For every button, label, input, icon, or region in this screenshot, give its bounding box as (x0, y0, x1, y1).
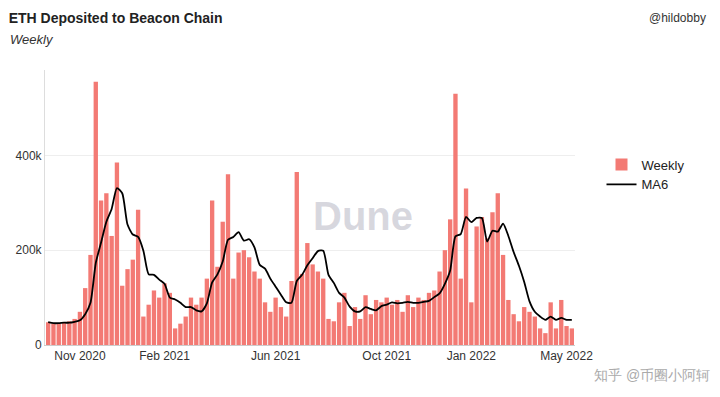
svg-text:Weekly: Weekly (642, 158, 685, 173)
svg-text:知乎 @币圈小阿轲: 知乎 @币圈小阿轲 (594, 367, 710, 383)
svg-text:ETH Deposited to Beacon Chain: ETH Deposited to Beacon Chain (9, 10, 223, 26)
svg-text:400k: 400k (16, 149, 43, 163)
svg-text:Oct 2021: Oct 2021 (362, 349, 411, 363)
svg-text:MA6: MA6 (642, 177, 669, 192)
svg-text:May 2022: May 2022 (540, 349, 593, 363)
svg-text:Jan 2022: Jan 2022 (447, 349, 497, 363)
svg-text:0: 0 (35, 338, 42, 352)
svg-text:Nov 2020: Nov 2020 (54, 349, 106, 363)
svg-text:Feb 2021: Feb 2021 (139, 349, 190, 363)
svg-text:@hildobby: @hildobby (649, 11, 706, 25)
svg-text:Weekly: Weekly (10, 32, 54, 47)
svg-text:Dune: Dune (313, 194, 413, 238)
svg-text:Jun 2021: Jun 2021 (251, 349, 301, 363)
svg-text:200k: 200k (16, 243, 43, 257)
